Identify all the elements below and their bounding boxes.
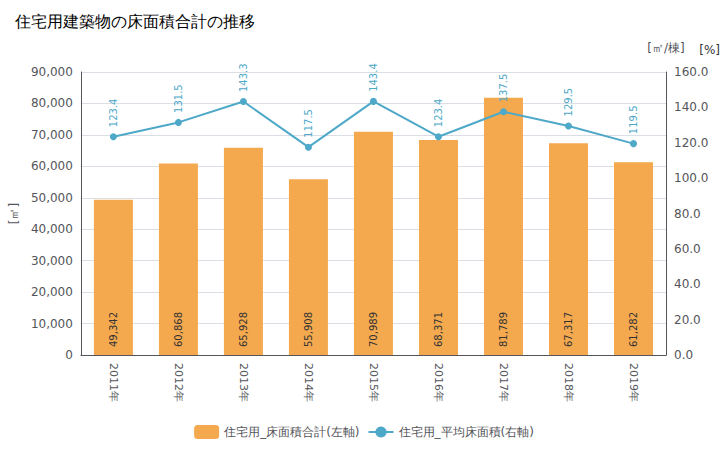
- svg-text:80.0: 80.0: [674, 207, 701, 221]
- svg-text:2015年: 2015年: [367, 363, 380, 402]
- svg-text:2012年: 2012年: [172, 363, 185, 402]
- svg-text:住宅用建築物の床面積合計の推移: 住宅用建築物の床面積合計の推移: [14, 12, 255, 31]
- svg-text:70,989: 70,989: [368, 312, 379, 347]
- svg-text:40,000: 40,000: [31, 222, 73, 236]
- svg-text:60,868: 60,868: [173, 312, 184, 347]
- svg-text:81,789: 81,789: [498, 312, 509, 347]
- svg-text:2016年: 2016年: [432, 363, 445, 402]
- svg-text:60.0: 60.0: [674, 242, 701, 256]
- svg-text:100.0: 100.0: [674, 171, 708, 185]
- svg-text:[%]: [%]: [699, 43, 720, 57]
- svg-text:55,908: 55,908: [303, 312, 314, 347]
- svg-text:住宅用_平均床面積(右軸): 住宅用_平均床面積(右軸): [398, 425, 534, 439]
- svg-text:160.0: 160.0: [674, 65, 708, 79]
- svg-text:68,371: 68,371: [433, 312, 444, 347]
- svg-text:2013年: 2013年: [237, 363, 250, 402]
- svg-text:129.5: 129.5: [563, 88, 574, 117]
- svg-text:123.4: 123.4: [108, 99, 119, 128]
- svg-text:80,000: 80,000: [31, 96, 73, 110]
- svg-text:119.5: 119.5: [628, 105, 639, 134]
- svg-text:67,317: 67,317: [563, 312, 574, 347]
- svg-text:123.4: 123.4: [433, 99, 444, 128]
- svg-text:49,342: 49,342: [108, 312, 119, 347]
- svg-text:20,000: 20,000: [31, 285, 73, 299]
- svg-text:[㎡]: [㎡]: [7, 203, 21, 224]
- svg-text:40.0: 40.0: [674, 277, 701, 291]
- svg-text:60,000: 60,000: [31, 159, 73, 173]
- svg-text:70,000: 70,000: [31, 128, 73, 142]
- svg-text:20.0: 20.0: [674, 313, 701, 327]
- svg-text:2014年: 2014年: [302, 363, 315, 402]
- svg-text:0.0: 0.0: [674, 348, 693, 362]
- svg-text:131.5: 131.5: [173, 84, 184, 113]
- svg-text:住宅用_床面積合計(左軸): 住宅用_床面積合計(左軸): [223, 425, 359, 439]
- svg-text:50,000: 50,000: [31, 191, 73, 205]
- svg-text:[㎡/棟]: [㎡/棟]: [647, 41, 684, 55]
- svg-text:10,000: 10,000: [31, 317, 73, 331]
- svg-text:0: 0: [65, 348, 73, 362]
- svg-text:140.0: 140.0: [674, 100, 708, 114]
- svg-text:120.0: 120.0: [674, 136, 708, 150]
- svg-text:137.5: 137.5: [498, 74, 509, 103]
- svg-text:2018年: 2018年: [562, 363, 575, 402]
- svg-text:117.5: 117.5: [303, 109, 314, 138]
- svg-text:2011年: 2011年: [107, 363, 120, 402]
- svg-text:2019年: 2019年: [627, 363, 640, 402]
- svg-text:61,282: 61,282: [628, 312, 639, 347]
- svg-text:2017年: 2017年: [497, 363, 510, 402]
- svg-text:65,928: 65,928: [238, 312, 249, 347]
- svg-text:30,000: 30,000: [31, 254, 73, 268]
- svg-text:90,000: 90,000: [31, 65, 73, 79]
- svg-text:143.4: 143.4: [368, 63, 379, 92]
- svg-text:143.3: 143.3: [238, 63, 249, 92]
